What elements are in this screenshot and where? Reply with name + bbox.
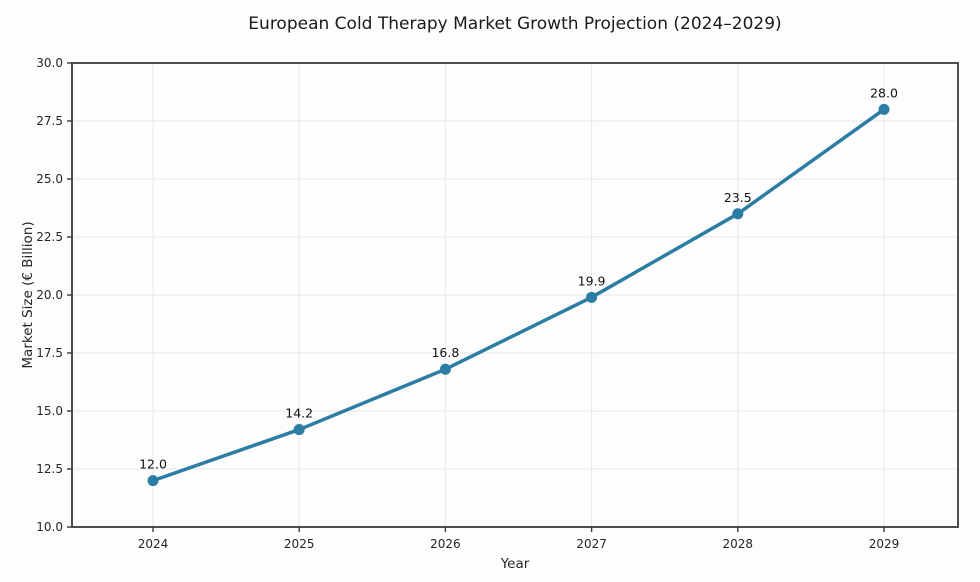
data-point-marker bbox=[878, 103, 890, 115]
y-tick-label: 20.0 bbox=[36, 288, 63, 302]
y-tick-label: 12.5 bbox=[36, 462, 63, 476]
data-point-label: 28.0 bbox=[870, 85, 898, 100]
data-point-marker bbox=[586, 291, 598, 303]
y-tick-label: 15.0 bbox=[36, 404, 63, 418]
data-point-marker bbox=[293, 424, 305, 436]
data-point-label: 16.8 bbox=[431, 345, 459, 360]
x-tick-label: 2027 bbox=[576, 537, 607, 551]
series-line bbox=[151, 107, 886, 483]
y-tick-label: 17.5 bbox=[36, 346, 63, 360]
chart-title: European Cold Therapy Market Growth Proj… bbox=[248, 14, 782, 34]
x-tick-label: 2028 bbox=[723, 537, 754, 551]
x-tick-label: 2025 bbox=[284, 537, 315, 551]
x-tick-label: 2024 bbox=[138, 537, 169, 551]
data-point-label: 12.0 bbox=[139, 457, 167, 472]
y-tick-label: 27.5 bbox=[36, 114, 63, 128]
y-tick-label: 25.0 bbox=[36, 172, 63, 186]
data-point-marker bbox=[439, 363, 451, 375]
y-tick-label: 22.5 bbox=[36, 230, 63, 244]
x-tick-label: 2026 bbox=[430, 537, 461, 551]
data-point-label: 23.5 bbox=[724, 190, 752, 205]
x-tick-label: 2029 bbox=[869, 537, 900, 551]
y-tick-label: 10.0 bbox=[36, 520, 63, 534]
data-point-marker bbox=[147, 475, 159, 487]
data-point-marker bbox=[732, 208, 744, 220]
data-point-label: 19.9 bbox=[578, 273, 606, 288]
x-axis-label: Year bbox=[500, 556, 530, 572]
data-point-label: 14.2 bbox=[285, 406, 313, 421]
y-tick-label: 30.0 bbox=[36, 56, 63, 70]
